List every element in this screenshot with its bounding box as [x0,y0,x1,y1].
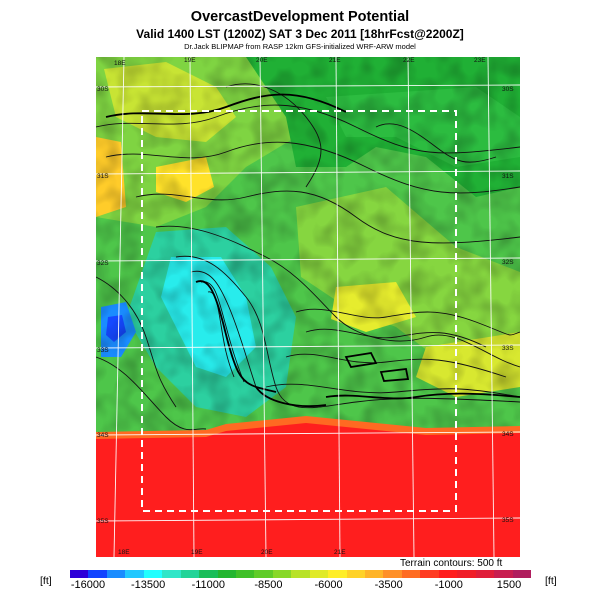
color-bar-swatch [420,570,439,578]
color-bar-swatch [291,570,310,578]
lon-label: 21E [329,57,341,64]
color-bar-swatch [512,570,531,578]
color-bar-swatch [494,570,513,578]
color-bar-swatch [328,570,347,578]
color-bar-swatch [70,570,89,578]
lon-label: 20E [261,549,273,556]
color-bar-swatch [106,570,126,578]
color-bar-swatch [180,570,200,578]
lon-labels: 18E 19E 20E 21E 22E 23E 18E 19E 20E 21E [114,57,486,556]
color-bar-swatch [88,570,107,578]
lat-labels: 30S 31S 32S 33S 34S 35S 30S 31S 32S 33S … [97,86,514,525]
lon-label: 19E [184,57,196,64]
color-bar-swatch [272,570,292,578]
source-line: Dr.Jack BLIPMAP from RASP 12km GFS-initi… [184,42,416,51]
chart-title: OvercastDevelopment Potential [190,9,410,25]
color-bar-swatch [365,570,384,578]
color-bar-tick-label: -8500 [254,579,283,591]
color-bar-tick-label: 1500 [496,579,522,591]
terrain-contours [96,83,520,431]
color-bar-swatch [383,570,402,578]
graticule [96,57,520,557]
color-bar-swatch [254,570,273,578]
color-bar [70,570,531,578]
unit-label-right: [ft] [545,575,557,587]
color-bar-tick-label: -16000 [70,579,106,591]
lat-label: 34S [97,432,109,439]
lat-label: 35S [97,518,109,525]
lon-label: 18E [114,60,126,67]
lat-label: 33S [502,345,514,352]
color-bar-swatch [401,570,421,578]
lat-label: 30S [97,86,109,93]
lat-label: 31S [97,173,109,180]
lat-label: 35S [502,517,514,524]
color-bar-swatch [457,570,476,578]
color-bar-tick-label: -6000 [314,579,343,591]
inner-domain-box [141,110,457,512]
lat-label: 30S [502,86,514,93]
lon-label: 18E [118,549,130,556]
color-bar-tick-label: -11000 [191,579,225,591]
lat-label: 32S [97,260,109,267]
color-bar-swatch [143,570,163,578]
lon-label: 22E [403,57,415,64]
lon-label: 19E [191,549,203,556]
color-bar-swatch [346,570,365,578]
color-bar-swatch [199,570,218,578]
color-bar-swatch [162,570,181,578]
color-bar-swatch [235,570,255,578]
lat-label: 32S [502,259,514,266]
color-bar-swatch [438,570,458,578]
color-bar-swatch [125,570,144,578]
color-bar-swatch [309,570,329,578]
unit-label-left: [ft] [40,575,52,587]
color-bar-tick-label: -3500 [374,579,403,591]
lat-label: 34S [502,431,514,438]
color-bar-ticks: -16000 -13500 -11000 -8500 -6000 -3500 -1000 15… [0,579,600,595]
forecast-map: 18E 19E 20E 21E 22E 23E 18E 19E 20E 21E … [96,57,520,557]
lat-label: 33S [97,347,109,354]
valid-time-line: Valid 1400 LST (1200Z) SAT 3 Dec 2011 [1… [136,27,464,41]
lon-label: 21E [334,549,346,556]
lon-label: 20E [256,57,268,64]
lon-label: 23E [474,57,486,64]
ocean-coast-band [96,416,520,439]
lat-label: 31S [502,173,514,180]
terrain-contours-bold [105,93,520,407]
color-bar-swatch [217,570,236,578]
terrain-contours-note: Terrain contours: 500 ft [400,558,503,569]
color-bar-tick-label: -13500 [131,579,166,591]
color-bar-swatch [475,570,495,578]
color-bar-tick-label: -1000 [434,579,463,591]
